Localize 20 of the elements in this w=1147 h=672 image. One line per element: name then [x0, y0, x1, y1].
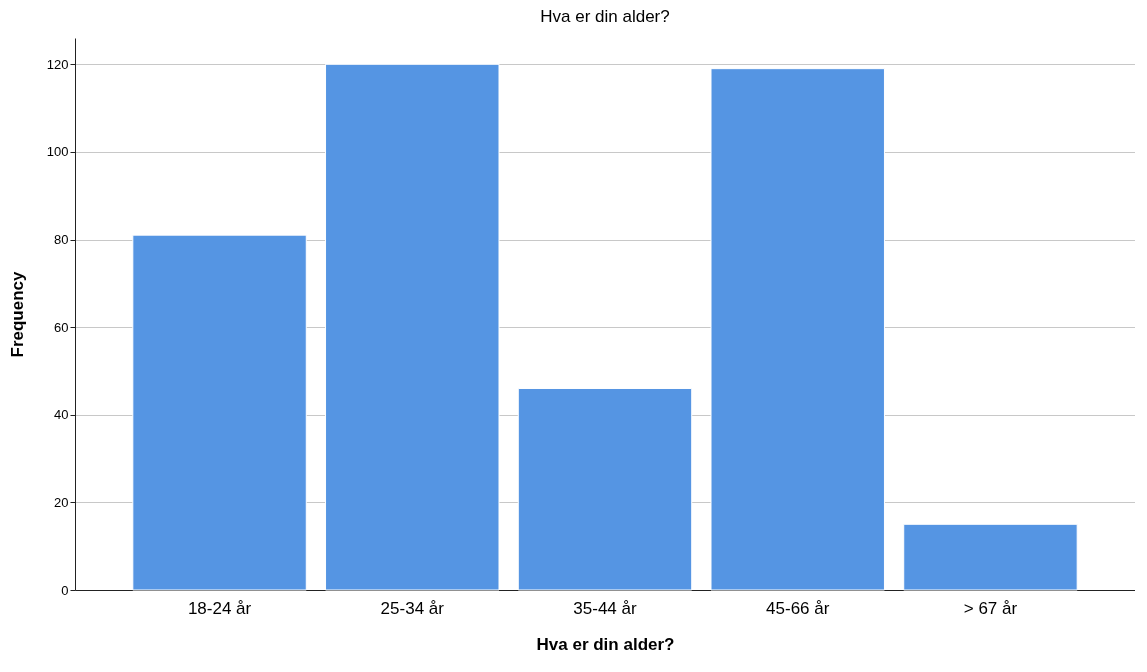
- y-tick-label: 0: [61, 582, 69, 598]
- chart-title: Hva er din alder?: [540, 7, 670, 26]
- y-tick-label: 120: [46, 56, 69, 72]
- bar: [132, 234, 307, 591]
- y-tick-label: 100: [46, 144, 69, 160]
- bar: [710, 68, 885, 591]
- x-axis-title: Hva er din alder?: [536, 634, 675, 654]
- bar: [517, 387, 693, 591]
- y-tick-label: 20: [54, 494, 69, 510]
- x-tick-label: 25-34 år: [380, 598, 445, 618]
- y-tick-label: 80: [54, 232, 69, 248]
- bar: [903, 523, 1078, 591]
- y-tick-label: 60: [54, 319, 69, 335]
- x-tick-label: 45-66 år: [766, 598, 830, 618]
- y-axis-title: Frequency: [7, 270, 27, 358]
- x-tick-label: 35-44 år: [573, 598, 637, 618]
- x-tick-label: 18-24 år: [187, 598, 252, 618]
- x-tick-label: > 67 år: [963, 598, 1018, 618]
- bar: [325, 63, 500, 591]
- y-tick-label: 40: [54, 407, 69, 423]
